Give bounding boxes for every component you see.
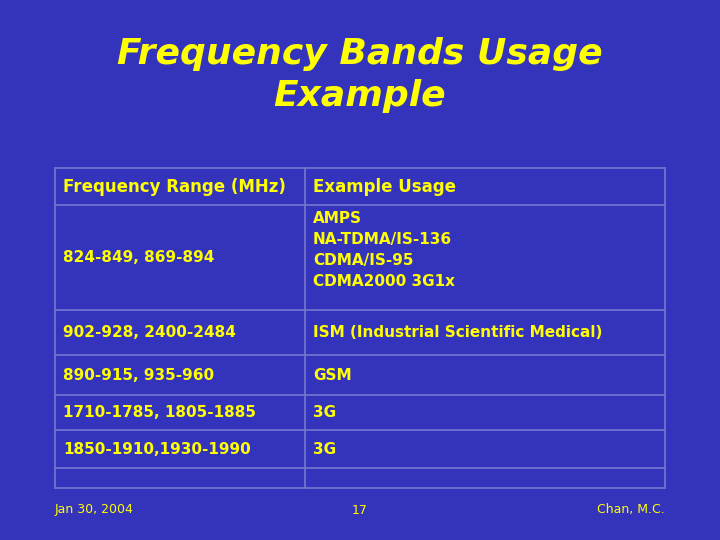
Text: 902-928, 2400-2484: 902-928, 2400-2484 xyxy=(63,325,236,340)
Text: 890-915, 935-960: 890-915, 935-960 xyxy=(63,368,214,382)
Text: AMPS
NA-TDMA/IS-136
CDMA/IS-95
CDMA2000 3G1x: AMPS NA-TDMA/IS-136 CDMA/IS-95 CDMA2000 … xyxy=(313,211,455,289)
Text: Example Usage: Example Usage xyxy=(313,178,456,195)
Text: 824-849, 869-894: 824-849, 869-894 xyxy=(63,250,215,265)
Text: GSM: GSM xyxy=(313,368,351,382)
Text: 3G: 3G xyxy=(313,405,336,420)
Text: Frequency Range (MHz): Frequency Range (MHz) xyxy=(63,178,286,195)
Text: Chan, M.C.: Chan, M.C. xyxy=(598,503,665,516)
Text: 17: 17 xyxy=(352,503,368,516)
Bar xyxy=(55,168,665,488)
Text: ISM (Industrial Scientific Medical): ISM (Industrial Scientific Medical) xyxy=(313,325,603,340)
Text: Jan 30, 2004: Jan 30, 2004 xyxy=(55,503,134,516)
Text: 1850-1910,1930-1990: 1850-1910,1930-1990 xyxy=(63,442,251,456)
Text: 3G: 3G xyxy=(313,442,336,456)
Text: 1710-1785, 1805-1885: 1710-1785, 1805-1885 xyxy=(63,405,256,420)
Text: Frequency Bands Usage
Example: Frequency Bands Usage Example xyxy=(117,37,603,113)
